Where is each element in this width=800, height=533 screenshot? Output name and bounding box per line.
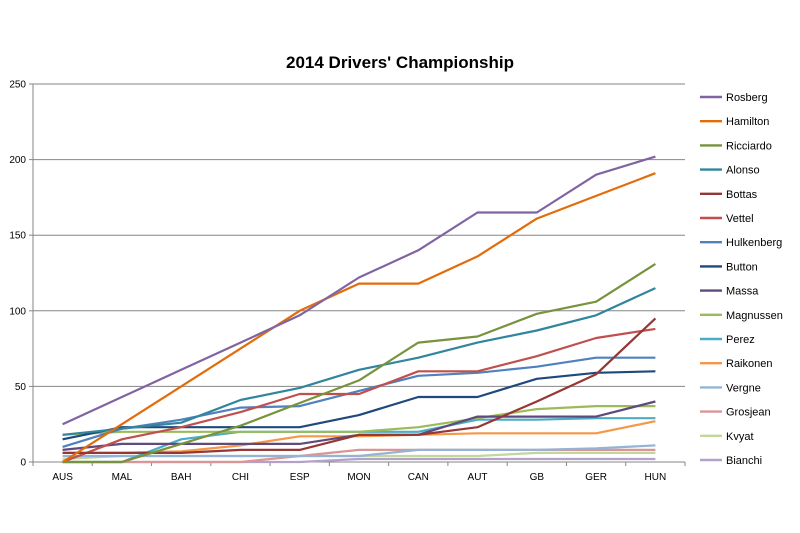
series-line-alonso bbox=[62, 287, 656, 436]
x-tick-label: CAN bbox=[408, 472, 429, 483]
series-lines bbox=[62, 155, 657, 464]
series-line-vettel bbox=[62, 327, 656, 464]
series-line-vergne bbox=[62, 444, 656, 458]
gridlines bbox=[33, 83, 685, 463]
x-tick-label: HUN bbox=[645, 472, 667, 483]
x-tick-label: BAH bbox=[171, 472, 192, 483]
x-tick-label: AUT bbox=[468, 472, 488, 483]
series-line-bottas bbox=[62, 317, 657, 454]
y-tick-label: 250 bbox=[9, 80, 26, 91]
series-line-hulkenberg bbox=[62, 356, 656, 448]
legend-label-alonso: Alonso bbox=[726, 165, 760, 177]
x-tick-label: GER bbox=[585, 472, 607, 483]
axes bbox=[32, 84, 685, 463]
legend-label-bottas: Bottas bbox=[726, 189, 758, 201]
legend-label-ricciardo: Ricciardo bbox=[726, 140, 772, 152]
legend-label-hamilton: Hamilton bbox=[726, 116, 769, 128]
x-tick-label: CHI bbox=[232, 472, 249, 483]
y-tick-label: 200 bbox=[9, 155, 26, 166]
y-tick-label: 50 bbox=[15, 382, 27, 393]
legend-label-vergne: Vergne bbox=[726, 382, 761, 394]
legend-label-massa: Massa bbox=[726, 286, 759, 298]
series-line-ricciardo bbox=[62, 262, 656, 464]
y-axis-ticks: 0 50 100 150 200 250 bbox=[9, 80, 33, 469]
legend-label-magnussen: Magnussen bbox=[726, 310, 783, 322]
y-tick-label: 100 bbox=[9, 306, 26, 317]
x-tick-label: AUS bbox=[52, 472, 73, 483]
legend-label-bianchi: Bianchi bbox=[726, 455, 762, 467]
legend-label-kvyat: Kvyat bbox=[726, 431, 754, 443]
series-line-button bbox=[62, 370, 656, 441]
chart-title: 2014 Drivers' Championship bbox=[286, 53, 514, 72]
x-tick-label: MAL bbox=[112, 472, 133, 483]
series-line-hamilton bbox=[62, 172, 656, 463]
legend-label-rosberg: Rosberg bbox=[726, 92, 768, 104]
legend-label-perez: Perez bbox=[726, 334, 755, 346]
x-tick-label: MON bbox=[347, 472, 370, 483]
legend-label-grosjean: Grosjean bbox=[726, 407, 771, 419]
legend-label-raikonen: Raikonen bbox=[726, 358, 772, 370]
y-tick-label: 150 bbox=[9, 231, 26, 242]
x-tick-label: GB bbox=[530, 472, 545, 483]
series-line-rosberg bbox=[62, 155, 656, 426]
legend-label-hulkenberg: Hulkenberg bbox=[726, 237, 782, 249]
x-tick-label: ESP bbox=[290, 472, 310, 483]
legend: Rosberg Hamilton Ricciardo Alonso Bottas Vett… bbox=[700, 92, 783, 467]
legend-label-vettel: Vettel bbox=[726, 213, 754, 225]
x-axis-ticks: AUS MAL BAH CHI ESP MON CAN AUT GB GER HUN bbox=[32, 462, 686, 483]
legend-label-button: Button bbox=[726, 261, 758, 273]
y-tick-label: 0 bbox=[20, 458, 26, 469]
series-line-magnussen bbox=[62, 405, 656, 436]
